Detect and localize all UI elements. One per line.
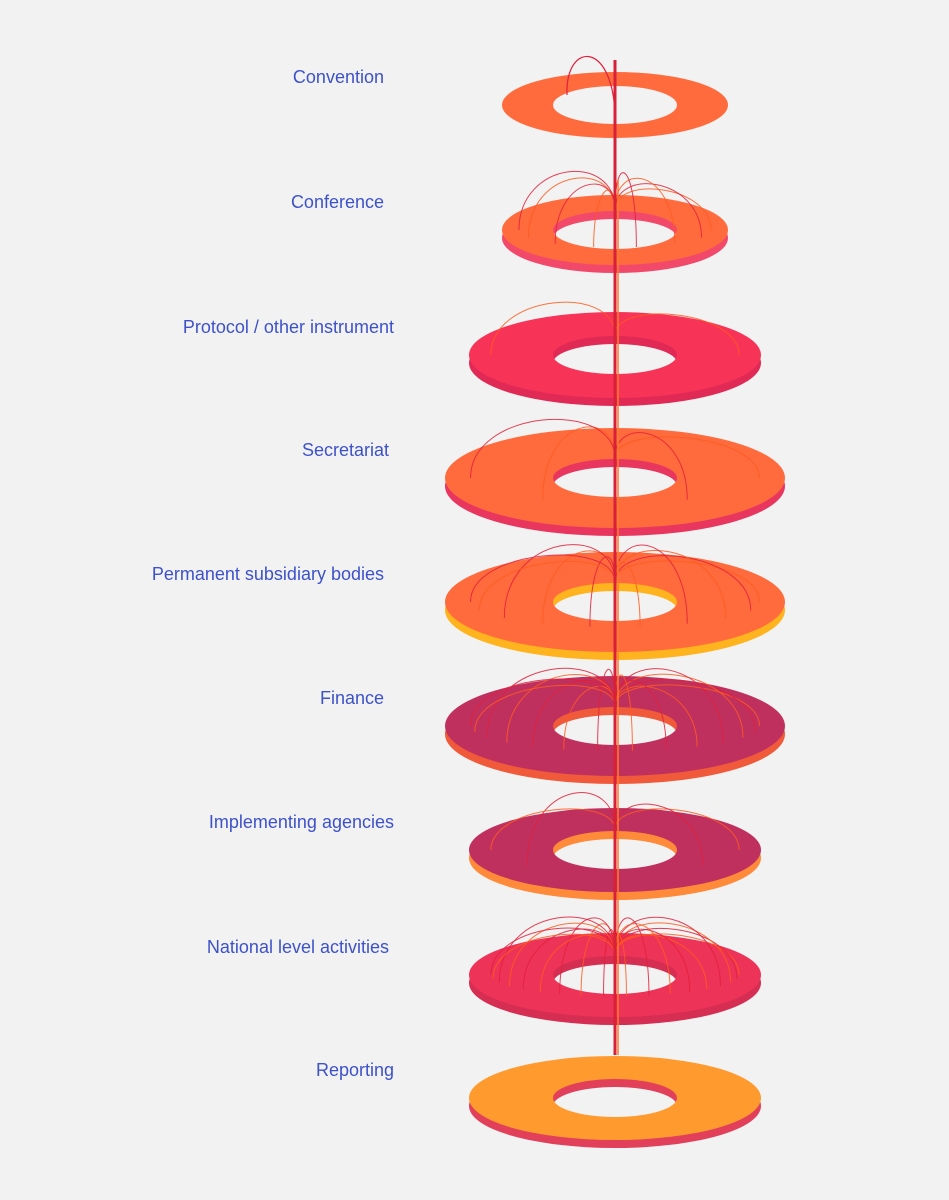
link-arc xyxy=(508,922,616,987)
layer-label: Protocol / other instrument xyxy=(183,317,394,337)
layer-label: Reporting xyxy=(316,1060,394,1080)
rings xyxy=(445,72,785,1148)
link-arc xyxy=(614,436,760,479)
link-arc xyxy=(522,928,616,990)
link-arc xyxy=(470,678,616,727)
link-arc xyxy=(532,680,616,747)
link-arc xyxy=(614,684,760,727)
layer-label: Conference xyxy=(291,192,384,212)
layer-label: Convention xyxy=(293,67,384,87)
link-arc xyxy=(506,674,616,743)
link-arc xyxy=(614,555,752,611)
ring xyxy=(502,72,728,138)
link-arc xyxy=(498,916,616,983)
link-arc xyxy=(614,188,712,231)
link-arc xyxy=(470,419,616,479)
layer-label: Permanent subsidiary bodies xyxy=(152,564,384,584)
link-arc xyxy=(474,684,616,732)
top-loop xyxy=(566,55,616,121)
ring xyxy=(445,428,785,528)
link-arc xyxy=(492,933,616,979)
ring xyxy=(445,552,785,652)
link-arc xyxy=(490,301,616,356)
link-arc xyxy=(542,426,616,500)
link-arc xyxy=(614,313,740,356)
link-arc xyxy=(470,554,616,603)
ring xyxy=(445,676,785,776)
ring xyxy=(469,312,761,398)
link-arc xyxy=(527,177,616,238)
link-arc xyxy=(614,550,727,619)
link-arc xyxy=(490,808,616,851)
layer-label: Secretariat xyxy=(302,440,389,460)
link-arc xyxy=(503,544,616,619)
layer-label: Implementing agencies xyxy=(209,812,394,832)
link-arc xyxy=(614,927,738,979)
ring xyxy=(502,195,728,265)
link-arc xyxy=(526,792,616,865)
link-arc xyxy=(614,673,744,738)
labels: Convention Conference Protocol / other ins… xyxy=(152,67,394,1080)
link-arc xyxy=(518,170,616,231)
link-arc xyxy=(614,560,760,603)
layer-label: National level activities xyxy=(207,937,389,957)
link-arc xyxy=(614,680,667,750)
ring xyxy=(469,933,761,1017)
ring xyxy=(469,1056,761,1140)
ring xyxy=(469,808,761,892)
link-arc xyxy=(478,561,616,611)
link-arc xyxy=(614,933,740,976)
link-arc xyxy=(486,667,616,738)
link-arc xyxy=(614,808,740,851)
link-arc xyxy=(490,927,616,976)
layer-label: Finance xyxy=(320,688,384,708)
link-arc xyxy=(614,934,708,990)
links xyxy=(470,55,760,1055)
